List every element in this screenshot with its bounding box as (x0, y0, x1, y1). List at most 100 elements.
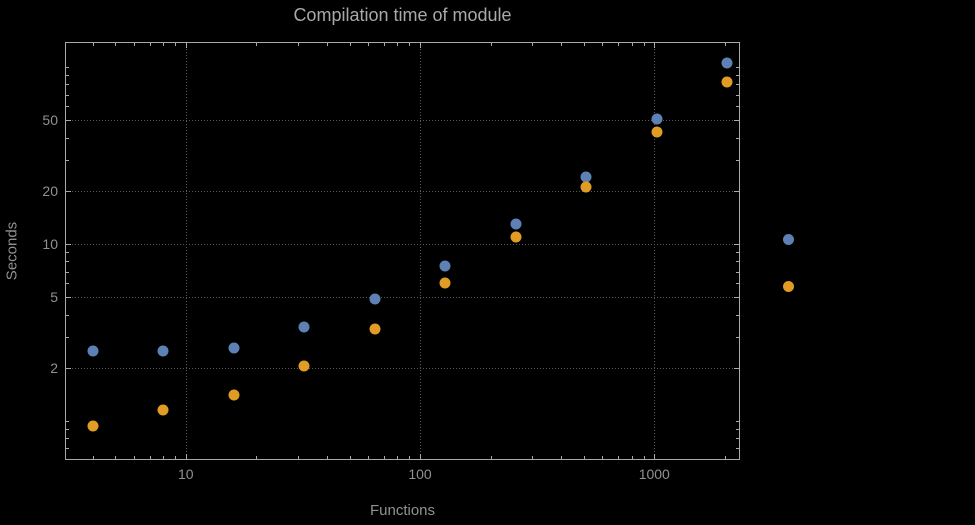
x-tick-mark (256, 43, 258, 46)
y-tick-mark (736, 336, 739, 338)
x-tick-mark (149, 43, 151, 46)
data-point-series-orange (157, 404, 169, 416)
x-tick-mark (654, 454, 656, 459)
data-point-series-blue (87, 345, 99, 357)
y-tick-mark (66, 438, 69, 440)
x-tick-mark (175, 456, 177, 459)
y-tick-label: 50 (42, 112, 58, 129)
legend-marker-series-orange (783, 281, 794, 292)
y-tick-mark (734, 297, 739, 299)
x-tick-mark (133, 43, 135, 46)
data-point-series-blue (510, 218, 522, 230)
x-tick-mark (185, 43, 187, 48)
y-gridline (66, 120, 739, 122)
data-point-series-blue (369, 293, 381, 305)
data-point-series-blue (580, 171, 592, 183)
y-tick-mark (66, 429, 69, 431)
x-tick-mark (643, 456, 645, 459)
x-tick-mark (490, 456, 492, 459)
x-tick-label: 100 (408, 466, 432, 482)
x-tick-mark (383, 456, 385, 459)
x-tick-mark (349, 43, 351, 46)
y-gridline (66, 190, 739, 192)
x-tick-mark (420, 43, 422, 48)
x-tick-mark (163, 43, 165, 46)
x-gridline (185, 43, 187, 459)
x-tick-mark (92, 456, 94, 459)
x-tick-mark (617, 456, 619, 459)
data-point-series-orange (580, 181, 592, 193)
x-tick-mark (397, 456, 399, 459)
y-tick-mark (734, 244, 739, 246)
x-tick-mark (724, 456, 726, 459)
x-tick-mark (92, 43, 94, 46)
x-tick-mark (531, 43, 533, 46)
x-tick-mark (631, 43, 633, 46)
plot-area: 10 100 1000 2 5 10 20 50 (42, 42, 740, 482)
x-tick-mark (561, 456, 563, 459)
x-tick-mark (133, 456, 135, 459)
y-tick-mark (66, 448, 69, 450)
x-tick-mark (583, 43, 585, 46)
y-tick-mark (736, 271, 739, 273)
y-gridline (66, 297, 739, 299)
x-tick-mark (643, 43, 645, 46)
x-tick-mark (490, 43, 492, 46)
x-tick-mark (149, 456, 151, 459)
y-tick-mark (736, 448, 739, 450)
y-axis-label: Seconds (3, 221, 21, 281)
y-tick-label: 10 (42, 236, 58, 253)
y-tick-mark (66, 159, 69, 161)
x-tick-mark (397, 43, 399, 46)
x-tick-mark (256, 456, 258, 459)
y-tick-mark (66, 244, 71, 246)
x-tick-mark (531, 456, 533, 459)
x-tick-mark (297, 456, 299, 459)
y-tick-label: 2 (50, 359, 58, 376)
x-tick-mark (115, 43, 117, 46)
y-gridline (66, 244, 739, 246)
x-tick-label: 10 (178, 466, 194, 482)
y-tick-mark (66, 421, 69, 423)
y-tick-label: 5 (50, 289, 58, 306)
data-point-series-blue (721, 57, 733, 69)
x-tick-mark (409, 456, 411, 459)
x-tick-mark (175, 43, 177, 46)
x-tick-mark (561, 43, 563, 46)
data-point-series-orange (228, 389, 240, 401)
data-point-series-orange (298, 360, 310, 372)
y-tick-mark (66, 367, 71, 369)
y-tick-mark (66, 271, 69, 273)
x-tick-mark (602, 43, 604, 46)
y-tick-mark (736, 84, 739, 86)
x-tick-mark (631, 456, 633, 459)
data-point-series-orange (369, 323, 381, 335)
legend (783, 234, 803, 304)
data-point-series-orange (87, 420, 99, 432)
y-gridline (66, 367, 739, 369)
y-tick-mark (66, 106, 69, 108)
y-tick-mark (66, 314, 69, 316)
x-tick-mark (368, 43, 370, 46)
data-point-series-blue (298, 321, 310, 333)
y-tick-mark (66, 120, 71, 122)
y-tick-mark (734, 190, 739, 192)
x-tick-mark (185, 454, 187, 459)
x-tick-mark (420, 454, 422, 459)
x-tick-mark (297, 43, 299, 46)
legend-marker-series-blue (783, 234, 794, 245)
y-tick-mark (66, 94, 69, 96)
y-tick-label: 20 (42, 182, 58, 199)
data-point-series-blue (651, 113, 663, 125)
data-point-series-orange (651, 126, 663, 138)
x-gridline (420, 43, 422, 459)
y-tick-mark (734, 367, 739, 369)
data-point-series-blue (228, 342, 240, 354)
y-tick-mark (736, 252, 739, 254)
data-point-series-blue (439, 260, 451, 272)
x-tick-mark (654, 43, 656, 48)
x-tick-label: 1000 (638, 466, 670, 482)
y-tick-mark (66, 190, 71, 192)
y-tick-mark (736, 283, 739, 285)
